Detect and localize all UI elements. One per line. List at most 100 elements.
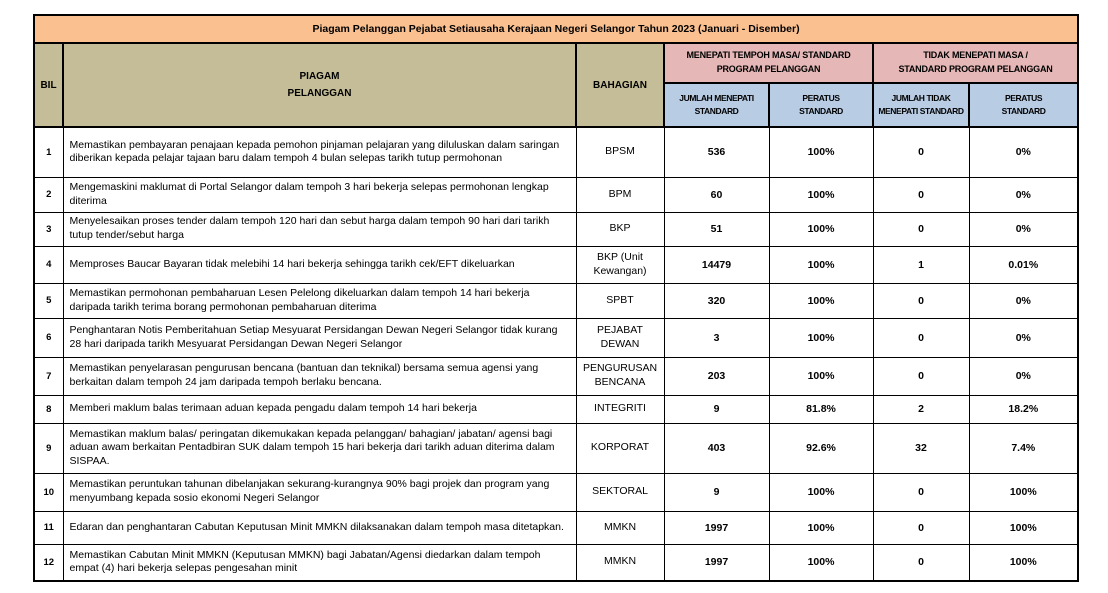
cell-peratus-standard-menepati: 100% — [768, 356, 874, 396]
cell-piagam: Memastikan penyelarasan pengurusan benca… — [62, 356, 577, 396]
col-header-bahagian: BAHAGIAN — [575, 42, 665, 128]
cell-peratus-standard-tidak: 100% — [968, 472, 1079, 512]
cell-jumlah-tidak-menepati-standard: 0 — [872, 317, 970, 358]
cell-bahagian: MMKN — [575, 543, 665, 582]
cell-jumlah-menepati-standard: 536 — [663, 126, 770, 178]
cell-bil: 7 — [33, 356, 64, 396]
cell-jumlah-tidak-menepati-standard: 0 — [872, 211, 970, 247]
cell-bahagian: MMKN — [575, 510, 665, 545]
table-row: 5 Memastikan permohonan pembaharuan Lesen… — [33, 282, 1079, 319]
cell-bil: 9 — [33, 422, 64, 474]
cell-peratus-standard-menepati: 100% — [768, 543, 874, 582]
cell-bil: 8 — [33, 394, 64, 424]
cell-piagam: Memastikan maklum balas/ peringatan dike… — [62, 422, 577, 474]
cell-piagam: Memproses Baucar Bayaran tidak melebihi … — [62, 245, 577, 284]
table-row: 9 Memastikan maklum balas/ peringatan dik… — [33, 422, 1079, 474]
col-header-peratus-standard-tidak: PERATUS STANDARD — [967, 82, 1080, 128]
cell-peratus-standard-menepati: 100% — [768, 510, 874, 545]
cell-jumlah-tidak-menepati-standard: 0 — [872, 356, 970, 396]
cell-piagam: Edaran dan penghantaran Cabutan Keputusa… — [62, 510, 577, 545]
table-body: 1 Memastikan pembayaran penajaan kepada p… — [33, 126, 1079, 582]
cell-bil: 11 — [33, 510, 64, 545]
cell-bil: 3 — [33, 211, 64, 247]
cell-piagam: Memberi maklum balas terimaan aduan kepa… — [62, 394, 577, 424]
cell-jumlah-tidak-menepati-standard: 0 — [872, 176, 970, 213]
cell-piagam: Penghantaran Notis Pemberitahuan Setiap … — [62, 317, 577, 358]
cell-bil: 5 — [33, 282, 64, 319]
cell-peratus-standard-tidak: 0% — [968, 317, 1079, 358]
cell-peratus-standard-menepati: 100% — [768, 472, 874, 512]
cell-peratus-standard-tidak: 7.4% — [968, 422, 1079, 474]
cell-jumlah-menepati-standard: 14479 — [663, 245, 770, 284]
cell-peratus-standard-menepati: 100% — [768, 317, 874, 358]
cell-jumlah-menepati-standard: 1997 — [663, 543, 770, 582]
cell-jumlah-tidak-menepati-standard: 0 — [872, 126, 970, 178]
cell-bahagian: BPSM — [575, 126, 665, 178]
table-row: 1 Memastikan pembayaran penajaan kepada p… — [33, 126, 1079, 178]
cell-bil: 2 — [33, 176, 64, 213]
table-row: 3 Menyelesaikan proses tender dalam tempo… — [33, 211, 1079, 247]
cell-jumlah-menepati-standard: 9 — [663, 472, 770, 512]
cell-jumlah-menepati-standard: 3 — [663, 317, 770, 358]
cell-jumlah-menepati-standard: 9 — [663, 394, 770, 424]
cell-jumlah-tidak-menepati-standard: 2 — [872, 394, 970, 424]
table-row: 4 Memproses Baucar Bayaran tidak melebihi… — [33, 245, 1079, 284]
table-row: 7 Memastikan penyelarasan pengurusan benc… — [33, 356, 1079, 396]
cell-bahagian: INTEGRITI — [575, 394, 665, 424]
cell-jumlah-menepati-standard: 60 — [663, 176, 770, 213]
cell-peratus-standard-menepati: 100% — [768, 176, 874, 213]
cell-jumlah-tidak-menepati-standard: 1 — [872, 245, 970, 284]
header-group-row: BIL PIAGAM PELANGGAN BAHAGIAN MENEPATI T… — [33, 42, 1080, 128]
cell-peratus-standard-tidak: 0% — [968, 176, 1079, 213]
cell-bahagian: BPM — [575, 176, 665, 213]
cell-peratus-standard-tidak: 0% — [968, 211, 1079, 247]
cell-piagam: Memastikan permohonan pembaharuan Lesen … — [62, 282, 577, 319]
cell-jumlah-tidak-menepati-standard: 0 — [872, 472, 970, 512]
cell-peratus-standard-tidak: 100% — [968, 510, 1079, 545]
table-row: 10 Memastikan peruntukan tahunan dibelanj… — [33, 472, 1079, 512]
cell-jumlah-tidak-menepati-standard: 0 — [872, 543, 970, 582]
col-group-tidak-menepati-standard: TIDAK MENEPATI MASA / STANDARD PROGRAM P… — [871, 42, 1080, 84]
cell-bahagian: SPBT — [575, 282, 665, 319]
cell-piagam: Menyelesaikan proses tender dalam tempoh… — [62, 211, 577, 247]
cell-bil: 10 — [33, 472, 64, 512]
col-header-jumlah-tidak-menepati-standard: JUMLAH TIDAK MENEPATI STANDARD — [872, 82, 970, 128]
cell-bahagian: SEKTORAL — [575, 472, 665, 512]
table-title: Piagam Pelanggan Pejabat Setiausaha Kera… — [33, 14, 1079, 44]
table-row: 11 Edaran dan penghantaran Cabutan Keputu… — [33, 510, 1079, 545]
cell-jumlah-tidak-menepati-standard: 0 — [872, 510, 970, 545]
cell-piagam: Memastikan Cabutan Minit MMKN (Keputusan… — [62, 543, 577, 582]
cell-bil: 4 — [33, 245, 64, 284]
col-header-peratus-standard-menepati: PERATUS STANDARD — [768, 82, 874, 128]
header-sub-row: JUMLAH MENEPATI STANDARD PERATUS STANDAR… — [34, 82, 1080, 128]
title-row: Piagam Pelanggan Pejabat Setiausaha Kera… — [33, 14, 1079, 44]
col-header-bil: BIL — [33, 42, 64, 128]
cell-piagam: Memastikan peruntukan tahunan dibelanjak… — [62, 472, 577, 512]
cell-peratus-standard-tidak: 18.2% — [968, 394, 1079, 424]
cell-piagam: Memastikan pembayaran penajaan kepada pe… — [62, 126, 577, 178]
cell-peratus-standard-menepati: 100% — [768, 211, 874, 247]
piagam-pelanggan-table: Piagam Pelanggan Pejabat Setiausaha Kera… — [33, 14, 1080, 582]
cell-jumlah-menepati-standard: 1997 — [663, 510, 770, 545]
cell-peratus-standard-tidak: 100% — [968, 543, 1079, 582]
cell-bahagian: KORPORAT — [575, 422, 665, 474]
cell-jumlah-menepati-standard: 320 — [663, 282, 770, 319]
cell-jumlah-menepati-standard: 403 — [663, 422, 770, 474]
cell-piagam: Mengemaskini maklumat di Portal Selangor… — [62, 176, 577, 213]
cell-bahagian: PENGURUSAN BENCANA — [575, 356, 665, 396]
cell-bahagian: BKP — [575, 211, 665, 247]
col-header-piagam-pelanggan: PIAGAM PELANGGAN — [62, 42, 577, 128]
cell-peratus-standard-tidak: 0% — [968, 126, 1079, 178]
cell-jumlah-menepati-standard: 203 — [663, 356, 770, 396]
cell-bahagian: PEJABAT DEWAN — [575, 317, 665, 358]
col-group-menepati-standard: MENEPATI TEMPOH MASA/ STANDARD PROGRAM P… — [663, 42, 874, 84]
cell-peratus-standard-tidak: 0% — [968, 282, 1079, 319]
col-header-jumlah-menepati-standard: JUMLAH MENEPATI STANDARD — [663, 82, 770, 128]
cell-jumlah-tidak-menepati-standard: 32 — [872, 422, 970, 474]
cell-peratus-standard-menepati: 81.8% — [768, 394, 874, 424]
table-row: 12 Memastikan Cabutan Minit MMKN (Keputus… — [33, 543, 1079, 582]
table-row: 2 Mengemaskini maklumat di Portal Selango… — [33, 176, 1079, 213]
cell-peratus-standard-menepati: 100% — [768, 126, 874, 178]
cell-bil: 12 — [33, 543, 64, 582]
